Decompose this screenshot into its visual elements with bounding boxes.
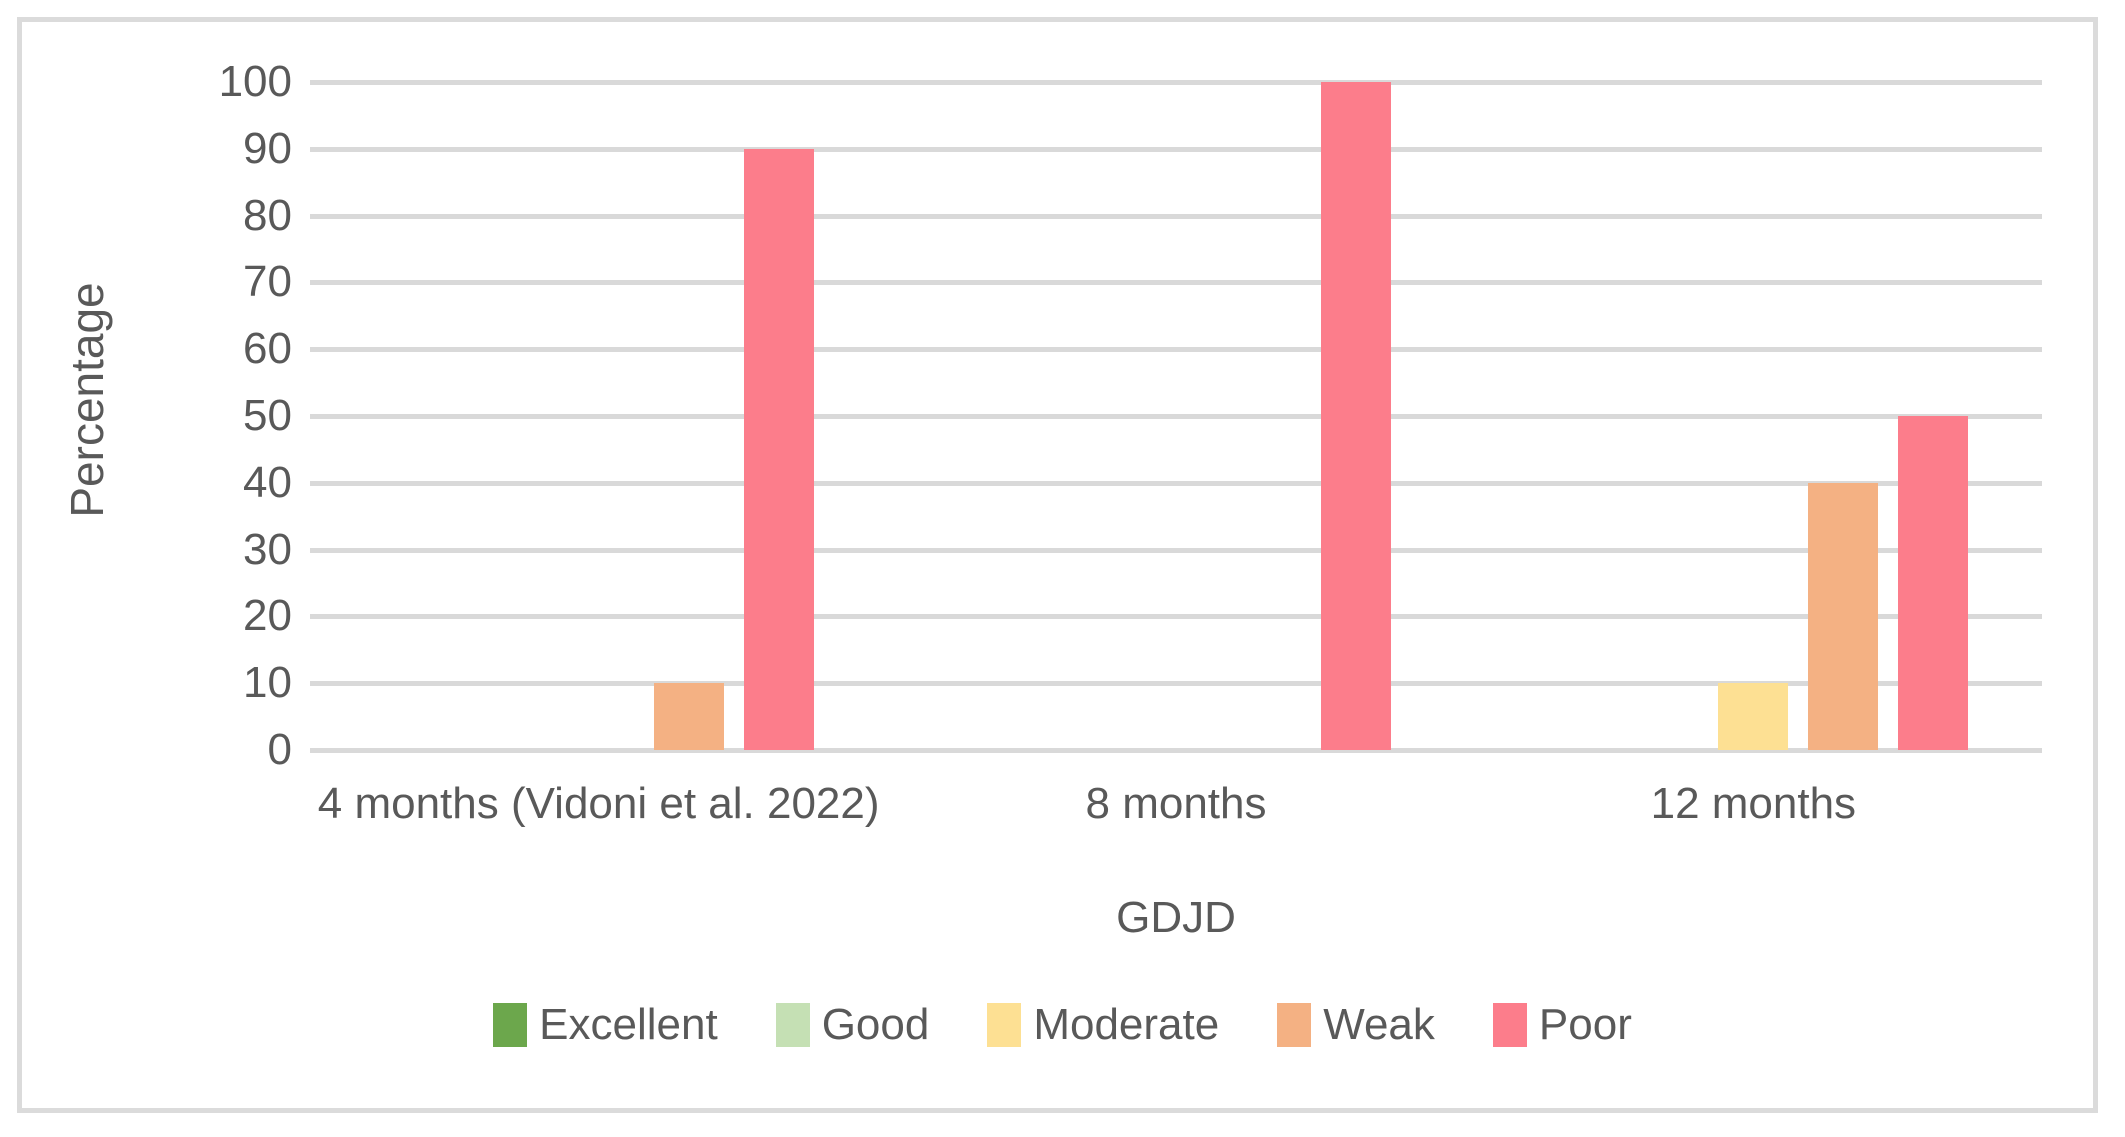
gridline-y-20	[310, 614, 2042, 620]
x-category-label: 4 months (Vidoni et al. 2022)	[317, 779, 880, 828]
legend-swatch-moderate	[987, 1003, 1022, 1047]
gridline-y-80	[310, 213, 2042, 219]
y-tick-label: 30	[243, 524, 292, 574]
x-axis-title: GDJD	[1116, 893, 1236, 942]
gridline-y-0	[310, 748, 2042, 753]
y-tick-label: 70	[243, 257, 292, 307]
bar-poor-cat3	[1898, 416, 1969, 750]
gridline-y-50	[310, 414, 2042, 419]
bar-poor-cat1	[743, 148, 814, 750]
legend-item-poor: Poor	[1492, 1000, 1632, 1050]
legend: Excellent Good Moderate Weak Poor	[0, 1000, 2125, 1050]
gridline-y-30	[310, 547, 2042, 553]
y-tick-label: 40	[243, 457, 292, 507]
y-tick-label: 0	[267, 725, 292, 774]
legend-label: Good	[821, 1000, 930, 1049]
y-tick-label: 90	[243, 123, 292, 173]
bar-poor-cat2	[1321, 82, 1391, 750]
gridline-y-10	[310, 681, 2042, 687]
gridline-y-40	[310, 480, 2042, 486]
y-tick-label: 80	[243, 190, 292, 240]
legend-item-moderate: Moderate	[987, 1000, 1219, 1050]
y-axis-title: Percentage	[61, 282, 113, 518]
legend-swatch-excellent	[493, 1003, 528, 1047]
legend-item-good: Good	[775, 1000, 930, 1050]
gridline-y-70	[310, 280, 2042, 286]
y-tick-label: 100	[218, 57, 292, 106]
y-tick-label: 20	[243, 591, 292, 641]
legend-item-excellent: Excellent	[493, 1000, 718, 1050]
legend-item-weak: Weak	[1277, 1000, 1435, 1050]
legend-swatch-poor	[1492, 1003, 1527, 1047]
bar-weak-cat1	[653, 683, 724, 750]
y-tick-label: 10	[243, 658, 292, 708]
legend-label: Excellent	[539, 1000, 718, 1049]
gridline-y-100	[310, 80, 2042, 85]
legend-swatch-good	[775, 1003, 810, 1047]
legend-label: Poor	[1538, 1000, 1632, 1049]
gridline-y-60	[310, 347, 2042, 353]
legend-label: Weak	[1323, 1000, 1435, 1049]
bar-moderate-cat3	[1718, 683, 1789, 750]
chart-frame-border	[17, 17, 2098, 1113]
bar-weak-cat3	[1808, 482, 1879, 750]
y-tick-label: 50	[243, 391, 292, 440]
x-category-label: 8 months	[1085, 779, 1267, 828]
x-category-label: 12 months	[1650, 779, 1857, 828]
legend-label: Moderate	[1033, 1000, 1220, 1049]
gridline-y-90	[310, 146, 2042, 152]
y-tick-label: 60	[243, 324, 292, 374]
legend-swatch-weak	[1277, 1003, 1312, 1047]
